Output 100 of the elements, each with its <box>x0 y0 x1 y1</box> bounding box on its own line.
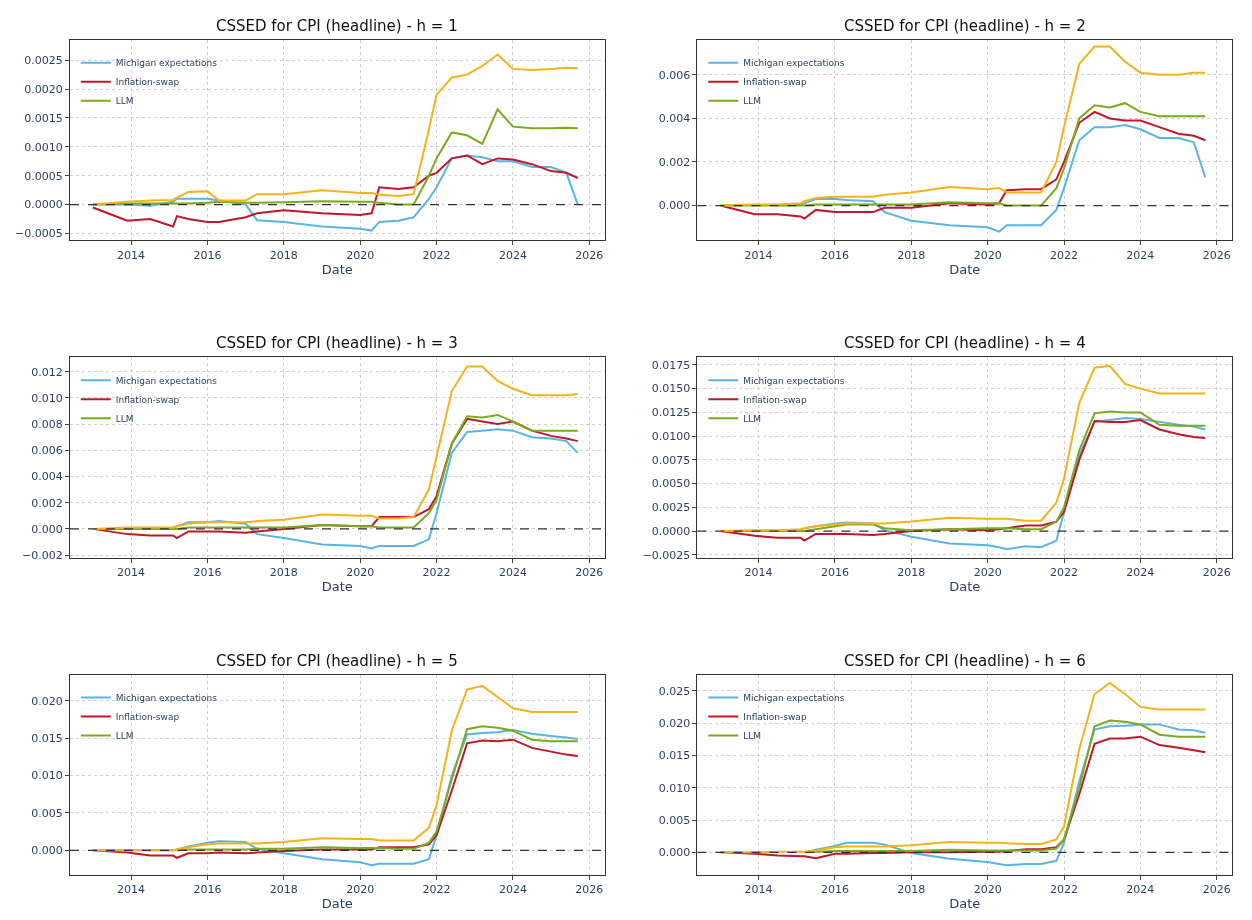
y-tick-label: 0.020 <box>658 716 691 730</box>
legend-label: LLM <box>743 730 762 741</box>
x-tick-label: 2026 <box>1202 248 1231 262</box>
x-tick-label: 2026 <box>1202 883 1231 897</box>
x-tick-label: 2014 <box>117 883 146 897</box>
y-tick-label: 0.010 <box>658 781 691 795</box>
y-tick-label: 0.005 <box>658 813 691 827</box>
x-axis-title: Date <box>949 578 981 594</box>
y-tick-label: 0.010 <box>31 391 63 405</box>
y-tick-label: 0.010 <box>31 769 63 783</box>
x-tick-label: 2014 <box>744 565 773 579</box>
y-tick-label: 0.0150 <box>651 382 691 396</box>
x-tick-label: 2016 <box>193 248 222 262</box>
legend-label: LLM <box>743 413 762 424</box>
y-tick-label: 0.000 <box>31 522 63 536</box>
x-tick-label: 2020 <box>973 883 1002 897</box>
chart-title: CSSED for CPI (headline) - h = 6 <box>844 652 1086 670</box>
line-series <box>719 682 1207 854</box>
legend-label: Inflation-swap <box>743 711 807 722</box>
x-tick-label: 2014 <box>117 248 146 262</box>
y-tick-label: 0.025 <box>658 684 691 698</box>
y-tick-label: 0.000 <box>31 844 63 858</box>
chart-title: CSSED for CPI (headline) - h = 2 <box>844 17 1086 35</box>
x-tick-label: 2026 <box>575 565 604 579</box>
x-axis-title: Date <box>949 896 981 912</box>
x-tick-label: 2016 <box>193 883 222 897</box>
y-tick-label: 0.005 <box>31 806 63 820</box>
x-tick-label: 2014 <box>117 565 146 579</box>
legend-label: Michigan expectations <box>743 375 845 386</box>
x-tick-label: 2020 <box>346 883 375 897</box>
x-tick-label: 2016 <box>193 565 222 579</box>
x-tick-label: 2018 <box>897 883 926 897</box>
y-tick-label: −0.0005 <box>15 227 63 241</box>
legend-label: LLM <box>115 96 134 107</box>
x-tick-label: 2016 <box>820 883 849 897</box>
y-tick-label: 0.0020 <box>24 82 63 96</box>
y-tick-label: 0.0000 <box>651 524 691 538</box>
x-tick-label: 2024 <box>1126 883 1155 897</box>
x-tick-label: 2018 <box>269 248 298 262</box>
line-series <box>719 102 1207 207</box>
x-tick-label: 2026 <box>575 883 604 897</box>
x-tick-label: 2016 <box>820 565 849 579</box>
y-tick-label: −0.002 <box>22 548 63 562</box>
y-tick-label: 0.008 <box>31 417 63 431</box>
legend-label: Michigan expectations <box>743 58 845 69</box>
chart-title: CSSED for CPI (headline) - h = 4 <box>844 334 1086 352</box>
y-tick-label: 0.006 <box>658 68 691 82</box>
x-tick-label: 2022 <box>422 248 451 262</box>
legend-label: Inflation-swap <box>743 77 807 88</box>
x-axis-title: Date <box>949 261 981 277</box>
legend-label: Inflation-swap <box>115 77 180 88</box>
x-tick-label: 2020 <box>346 248 375 262</box>
x-tick-label: 2024 <box>1126 565 1155 579</box>
x-axis-title: Date <box>321 261 353 277</box>
x-axis-title: Date <box>321 578 353 594</box>
y-tick-label: −0.0025 <box>642 548 691 562</box>
legend-label: Michigan expectations <box>115 375 218 386</box>
x-tick-label: 2020 <box>973 248 1002 262</box>
x-tick-label: 2022 <box>1050 883 1079 897</box>
x-tick-label: 2020 <box>973 565 1002 579</box>
y-tick-label: 0.0005 <box>24 169 63 183</box>
x-tick-label: 2026 <box>1202 565 1231 579</box>
y-tick-label: 0.0100 <box>651 429 691 443</box>
y-tick-label: 0.012 <box>31 365 63 379</box>
y-tick-label: 0.0000 <box>24 198 63 212</box>
legend-label: Inflation-swap <box>115 711 180 722</box>
x-tick-label: 2022 <box>422 565 451 579</box>
chart-title: CSSED for CPI (headline) - h = 3 <box>216 334 458 352</box>
x-axis-title: Date <box>321 896 353 912</box>
x-tick-label: 2022 <box>422 883 451 897</box>
x-tick-label: 2018 <box>897 248 926 262</box>
chart-title: CSSED for CPI (headline) - h = 1 <box>216 17 458 35</box>
y-tick-label: 0.004 <box>658 112 691 126</box>
x-tick-label: 2020 <box>346 565 375 579</box>
x-tick-label: 2022 <box>1050 565 1079 579</box>
x-tick-label: 2024 <box>498 883 527 897</box>
y-tick-label: 0.0010 <box>24 140 63 154</box>
line-series <box>91 684 579 852</box>
y-tick-label: 0.020 <box>31 694 63 708</box>
chart-title: CSSED for CPI (headline) - h = 5 <box>216 652 458 670</box>
y-tick-label: 0.006 <box>31 444 63 458</box>
y-tick-label: 0.002 <box>658 155 691 169</box>
y-tick-label: 0.000 <box>658 846 691 860</box>
x-tick-label: 2018 <box>897 565 926 579</box>
x-tick-label: 2024 <box>498 248 527 262</box>
line-series <box>719 45 1207 207</box>
x-tick-label: 2018 <box>269 565 298 579</box>
legend-label: Michigan expectations <box>743 692 845 703</box>
line-series <box>91 53 579 206</box>
legend-label: LLM <box>115 730 134 741</box>
y-tick-label: 0.0075 <box>651 453 691 467</box>
y-tick-label: 0.0025 <box>651 501 691 515</box>
y-tick-label: 0.000 <box>658 199 691 213</box>
legend-label: Inflation-swap <box>115 394 180 405</box>
x-tick-label: 2024 <box>498 565 527 579</box>
y-tick-label: 0.002 <box>31 496 63 510</box>
y-tick-label: 0.0050 <box>651 477 691 491</box>
x-tick-label: 2022 <box>1050 248 1079 262</box>
line-series <box>91 108 579 206</box>
y-tick-label: 0.0125 <box>651 406 691 420</box>
